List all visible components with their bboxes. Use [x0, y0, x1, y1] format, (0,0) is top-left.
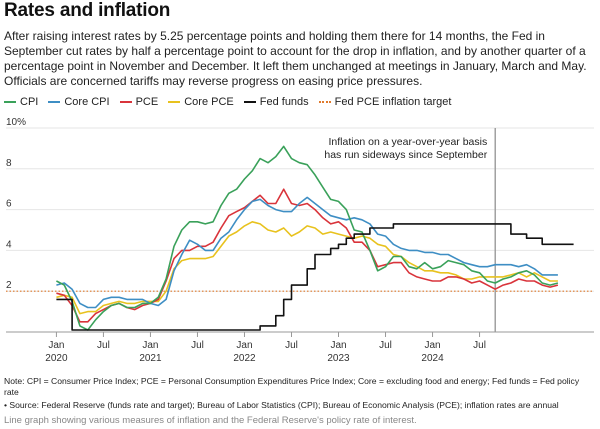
- chart-title: Rates and inflation: [4, 0, 171, 21]
- x-tick-label: Jan: [142, 340, 158, 351]
- legend-item-core-pce: Core PCE: [168, 96, 234, 108]
- x-tick-label: Jul: [97, 340, 110, 351]
- legend: CPI Core CPI PCE Core PCE Fed funds Fed …: [4, 96, 451, 108]
- series-line-pce: [56, 188, 559, 323]
- annotation-line-2: has run sideways since September: [324, 149, 487, 161]
- series-line-cpi: [56, 145, 559, 331]
- legend-swatch-fed-funds: [243, 101, 256, 103]
- x-tick-label: Jul: [473, 340, 486, 351]
- chart-alt-text: Line graph showing various measures of i…: [4, 415, 417, 426]
- x-tick-label: Jul: [379, 340, 392, 351]
- legend-label-core-cpi: Core CPI: [64, 96, 110, 108]
- legend-swatch-core-pce: [168, 101, 181, 103]
- chart-source: • Source: Federal Reserve (funds rate an…: [4, 400, 559, 410]
- x-tick-label: Jan: [48, 340, 64, 351]
- series-line-core-pce: [56, 221, 558, 315]
- legend-label-target: Fed PCE inflation target: [334, 96, 452, 108]
- chart-note: Note: CPI = Consumer Price Index; PCE = …: [4, 376, 580, 397]
- x-tick-label: Jan: [424, 340, 440, 351]
- y-tick-label: 8: [6, 158, 12, 169]
- y-tick-label: 2: [6, 280, 12, 291]
- chart-description: After raising interest rates by 5.25 per…: [4, 29, 587, 88]
- x-tick-label: 2021: [139, 353, 162, 364]
- series-line-core-cpi: [56, 196, 558, 309]
- x-tick-label: Jan: [330, 340, 346, 351]
- x-tick-label: Jul: [285, 340, 298, 351]
- legend-label-core-pce: Core PCE: [184, 96, 234, 108]
- legend-item-pce: PCE: [119, 96, 159, 108]
- grid-lines: [6, 127, 594, 333]
- legend-item-fed-funds: Fed funds: [243, 96, 309, 108]
- x-tick-label: 2020: [45, 353, 68, 364]
- y-tick-label: 10%: [6, 117, 26, 128]
- annotation-line-1: Inflation on a year-over-year basis: [328, 136, 487, 148]
- y-axis-ticks: 10% 8 6 4 2: [6, 117, 26, 291]
- legend-swatch-cpi: [4, 101, 16, 103]
- legend-label-cpi: CPI: [20, 96, 39, 108]
- x-tick-label: 2023: [327, 353, 350, 364]
- legend-label-pce: PCE: [135, 96, 159, 108]
- legend-swatch-pce: [119, 101, 132, 103]
- x-tick-label: 2024: [421, 353, 444, 364]
- x-axis-ticks: Jan 2020 Jul Jan 2021 Jul Jan 2022 Jul Jan 2023 Jul…: [45, 332, 486, 364]
- series-lines: [6, 145, 594, 331]
- legend-item-cpi: CPI: [4, 96, 38, 108]
- x-tick-label: Jul: [191, 340, 204, 351]
- legend-swatch-core-cpi: [48, 101, 61, 103]
- y-tick-label: 6: [6, 199, 12, 210]
- legend-item-core-cpi: Core CPI: [48, 96, 110, 108]
- legend-swatch-target: [318, 101, 331, 103]
- x-tick-label: 2022: [233, 353, 256, 364]
- x-tick-label: Jan: [236, 340, 252, 351]
- y-tick-label: 4: [6, 239, 12, 250]
- legend-item-target: Fed PCE inflation target: [318, 96, 452, 108]
- legend-label-fed-funds: Fed funds: [259, 96, 309, 108]
- series-line-fed-funds: [56, 223, 574, 331]
